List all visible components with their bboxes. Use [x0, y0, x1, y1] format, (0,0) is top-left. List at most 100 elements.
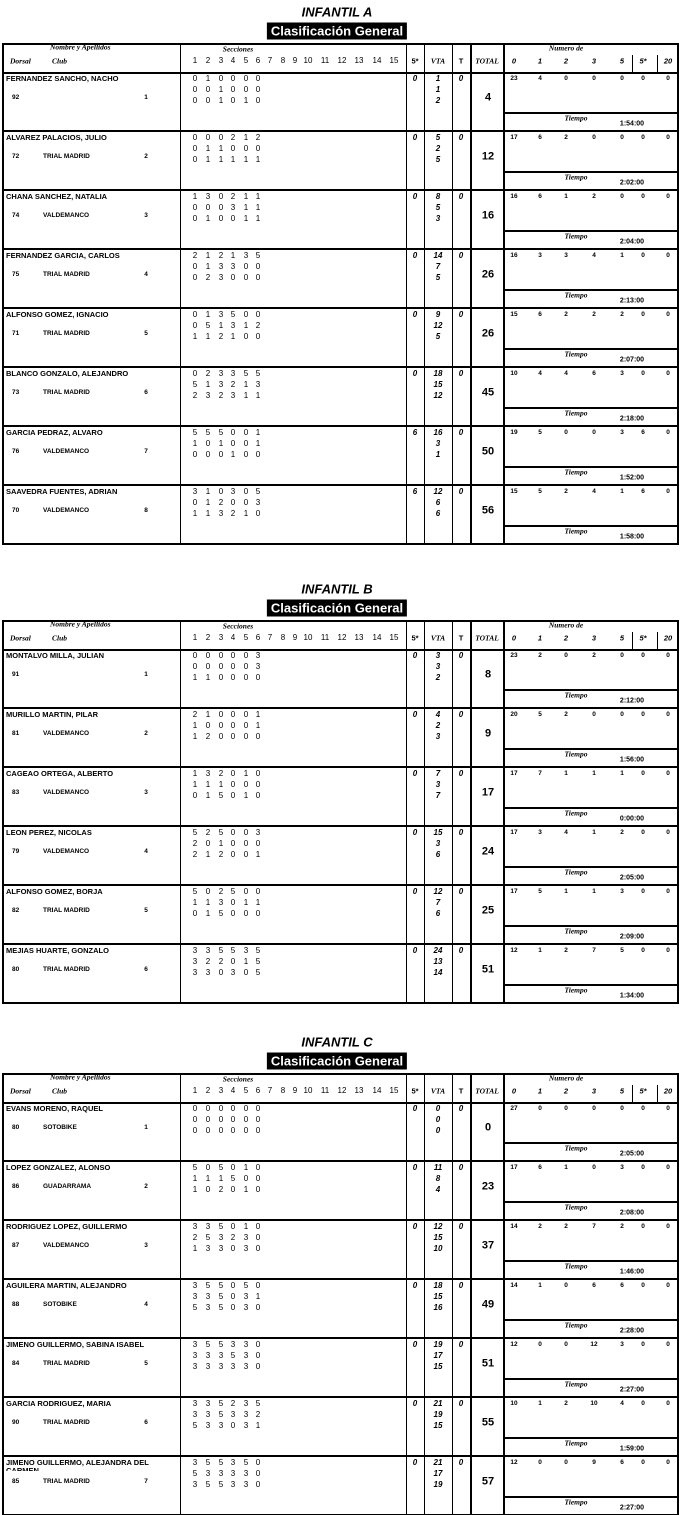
score: 0	[255, 509, 261, 518]
score: 0	[218, 673, 224, 682]
rule	[2, 543, 679, 545]
score: 3	[218, 1362, 224, 1371]
rider-name: GARCIA RODRIGUEZ, MARIA	[6, 1400, 112, 1408]
score: 1	[205, 909, 211, 918]
rider-name: ALFONSO GOMEZ, IGNACIO	[6, 311, 109, 319]
rider-name: AGUILERA MARTIN, ALEJANDRO	[6, 1282, 127, 1290]
score: 0	[218, 732, 224, 741]
rule	[503, 807, 505, 826]
rule	[505, 748, 679, 750]
count: 16	[510, 251, 518, 259]
section-number: 5	[243, 633, 249, 642]
total: 51	[481, 963, 495, 976]
rider-name: LEON PEREZ, NICOLAS	[6, 829, 92, 837]
score: 0	[205, 1126, 211, 1135]
vta: 3	[435, 732, 441, 741]
count: 0	[666, 74, 670, 82]
score: 3	[192, 1281, 198, 1290]
club: SOTOBIKE	[43, 1300, 77, 1308]
total: 16	[481, 209, 495, 222]
count: 6	[620, 1458, 624, 1466]
score: 0	[243, 887, 249, 896]
count: 12	[510, 946, 518, 954]
t-value: 0	[458, 651, 464, 660]
position: 5	[144, 329, 148, 337]
score: 0	[243, 968, 249, 977]
count: 17	[510, 769, 518, 777]
vta: 8	[435, 1174, 441, 1183]
rule	[505, 984, 679, 986]
count: 2	[620, 310, 624, 318]
time-label: Tiempo	[564, 690, 588, 700]
t-value: 0	[458, 310, 464, 319]
total: 23	[481, 1180, 495, 1193]
vta: 2	[435, 721, 441, 730]
five-star: 0	[412, 369, 418, 378]
vta: 15	[433, 828, 443, 837]
score: 2	[230, 509, 236, 518]
section-number: 3	[218, 56, 224, 65]
score: 5	[218, 1410, 224, 1419]
section-number: 6	[255, 633, 261, 642]
score: 3	[243, 1362, 249, 1371]
vta: 7	[435, 791, 441, 800]
vta: 3	[435, 839, 441, 848]
count: 0	[666, 1281, 670, 1289]
count: 6	[592, 369, 596, 377]
score: 5	[218, 1303, 224, 1312]
count: 0	[538, 1104, 542, 1112]
score: 3	[205, 1399, 211, 1408]
rider-name: FERNANDEZ GARCIA, CARLOS	[6, 252, 120, 260]
time: 2:02:00	[619, 179, 645, 187]
score: 0	[255, 1362, 261, 1371]
vta: 18	[433, 1281, 443, 1290]
count: 0	[538, 1458, 542, 1466]
dorsal: 90	[12, 1418, 20, 1426]
score: 5	[218, 828, 224, 837]
score: 1	[205, 498, 211, 507]
time-label: Tiempo	[564, 172, 588, 182]
vta: 3	[435, 439, 441, 448]
score: 0	[205, 1104, 211, 1113]
club: TRIAL MADRID	[43, 965, 90, 973]
score: 2	[218, 850, 224, 859]
time-label: Tiempo	[564, 290, 588, 300]
count: 12	[510, 1340, 518, 1348]
total: 26	[481, 327, 495, 340]
section-number: 10	[303, 633, 313, 642]
score: 1	[205, 310, 211, 319]
count: 0	[666, 710, 670, 718]
sections-label: Secciones	[222, 621, 254, 631]
count: 5	[620, 946, 624, 954]
time: 2:18:00	[619, 415, 645, 423]
section-number: 14	[372, 1086, 382, 1095]
score: 0	[255, 1115, 261, 1124]
score: 0	[205, 839, 211, 848]
five-star: 6	[412, 487, 418, 496]
time: 1:56:00	[619, 756, 645, 764]
vta: 15	[433, 1233, 443, 1242]
count: 0	[666, 251, 670, 259]
score: 0	[230, 1185, 236, 1194]
score: 1	[218, 155, 224, 164]
score: 5	[218, 946, 224, 955]
section-number: 1	[192, 1086, 198, 1095]
score: 0	[243, 498, 249, 507]
score: 0	[218, 214, 224, 223]
score: 5	[192, 1421, 198, 1430]
rule	[470, 43, 472, 545]
count: 15	[510, 487, 518, 495]
score: 0	[205, 651, 211, 660]
dorsal: 80	[12, 1123, 20, 1131]
score: 3	[243, 1421, 249, 1430]
score: 0	[230, 909, 236, 918]
position: 4	[144, 270, 148, 278]
score: 0	[205, 1163, 211, 1172]
rider-name: MURILLO MARTIN, PILAR	[6, 711, 99, 719]
count: 0	[666, 428, 670, 436]
score: 2	[205, 828, 211, 837]
score: 5	[192, 828, 198, 837]
score: 0	[243, 332, 249, 341]
time-label: Tiempo	[564, 867, 588, 877]
time: 1:34:00	[619, 992, 645, 1000]
